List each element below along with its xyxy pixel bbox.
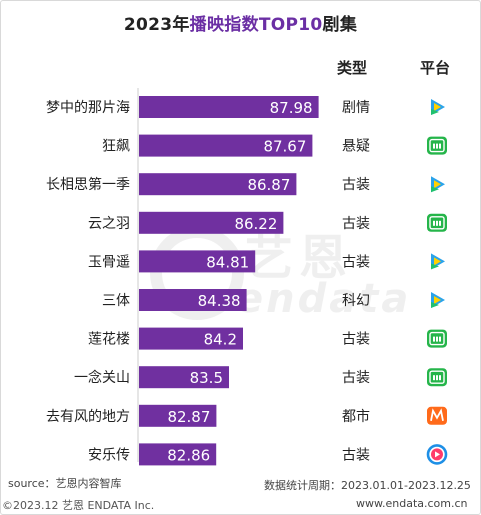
chart-title: 2023年播映指数TOP10剧集 <box>123 15 358 35</box>
tencent-video-icon <box>431 99 445 115</box>
category-label: 梦中的那片海 <box>46 100 130 116</box>
data-label: 87.98 <box>270 99 313 117</box>
iqiyi-icon <box>427 329 447 348</box>
youku-icon <box>426 444 448 465</box>
category-label: 安乐传 <box>88 447 130 463</box>
data-label: 82.87 <box>167 408 210 426</box>
category-label: 三体 <box>102 293 130 309</box>
type-label: 悬疑 <box>342 139 370 155</box>
data-label: 86.87 <box>247 176 290 194</box>
category-label: 狂飙 <box>102 139 130 155</box>
bar <box>139 134 313 157</box>
footer-period: 数据统计周期：2023.01.01-2023.12.25 <box>264 479 471 492</box>
type-label: 科幻 <box>342 293 370 309</box>
category-label: 长相思第一季 <box>46 176 130 193</box>
type-label: 古装 <box>342 447 370 463</box>
bar <box>139 250 256 273</box>
bar <box>139 173 297 196</box>
type-label: 剧情 <box>342 100 370 116</box>
data-label: 86.22 <box>234 215 277 233</box>
type-label: 古装 <box>342 177 370 193</box>
type-label: 古装 <box>342 370 370 386</box>
bar <box>139 327 243 350</box>
category-label: 去有风的地方 <box>46 409 130 425</box>
tencent-video-icon <box>431 176 445 193</box>
category-label: 一念关山 <box>74 369 130 386</box>
bar <box>139 366 229 389</box>
mango-tv-icon <box>427 406 447 425</box>
type-column-header: 类型 <box>337 59 368 77</box>
data-label: 82.86 <box>167 446 210 464</box>
data-label: 84.81 <box>206 253 249 271</box>
tencent-video-icon <box>431 292 445 308</box>
type-label: 古装 <box>342 254 370 270</box>
data-label: 87.67 <box>263 138 306 156</box>
data-label: 84.2 <box>204 331 237 349</box>
bar <box>139 211 284 234</box>
footer-copyright: ©2023.12 艺恩 ENDATA Inc. <box>2 499 155 512</box>
iqiyi-icon <box>427 136 447 155</box>
category-label: 玉骨遥 <box>88 254 130 270</box>
type-label: 古装 <box>342 216 370 232</box>
category-label: 云之羽 <box>88 216 130 232</box>
category-label: 莲花楼 <box>88 332 130 348</box>
type-label: 都市 <box>342 408 370 425</box>
type-label: 古装 <box>342 332 370 348</box>
data-label: 83.5 <box>190 369 223 387</box>
tencent-video-icon <box>431 253 445 270</box>
bar <box>139 404 217 427</box>
footer-source: source：艺恩内容智库 <box>8 477 122 490</box>
bar <box>139 289 247 311</box>
iqiyi-icon <box>427 368 447 387</box>
footer-url: www.endata.com.cn <box>356 497 468 510</box>
platform-column-header: 平台 <box>420 59 451 77</box>
bar <box>139 443 217 466</box>
iqiyi-icon <box>427 213 447 232</box>
bar <box>139 96 319 118</box>
data-label: 84.38 <box>198 292 241 310</box>
